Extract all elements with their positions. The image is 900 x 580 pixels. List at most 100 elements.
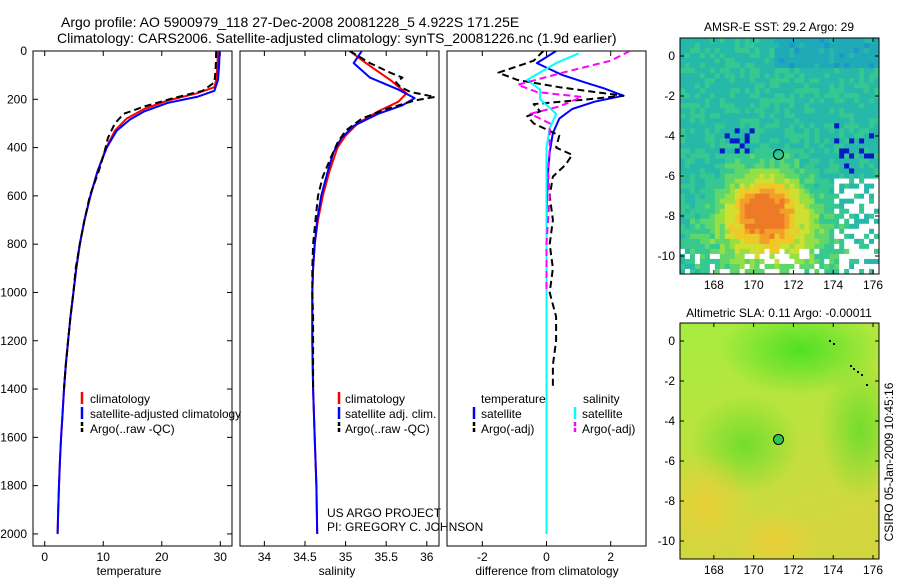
sst-cell [834,143,840,149]
sst-cell [814,58,820,64]
sst-cell [814,163,820,169]
sst-cell [680,268,686,274]
sst-cell [694,248,701,255]
sst-cell [709,98,716,104]
sst-cell [789,203,795,210]
sst-cell [819,103,825,109]
sst-cell [874,153,879,159]
sst-cell [749,58,755,64]
sst-cell [809,108,815,114]
sst-cell [859,243,865,250]
sst-cell [689,118,696,124]
sst-cell [769,208,775,215]
sst-cell [849,183,855,189]
sst-cell [689,188,696,194]
sst-cell [829,48,835,54]
sst-cell [729,253,736,260]
sst-cell [804,113,810,119]
sst-cell [774,183,780,189]
sst-cell [744,253,750,260]
sst-cell [754,213,760,220]
sst-cell [689,88,696,94]
sst-cell [869,68,875,74]
sst-cell [789,163,795,169]
sst-cell [734,228,740,235]
sst-cell [859,163,865,169]
sst-cell [744,78,750,84]
sst-cell [804,218,810,225]
sst-cell [864,258,870,265]
sst-cell [714,253,721,260]
sst-cell [794,253,800,260]
sst-cell [754,168,760,174]
sst-cell [734,163,740,169]
sst-cell [844,118,850,124]
sst-cell [784,118,790,124]
sst-cell [869,198,875,204]
sst-cell [729,43,736,49]
sst-cell [874,218,879,225]
sst-cell [779,38,785,44]
sst-cell [754,98,760,104]
sst-cell [809,53,815,59]
sst-cell [799,73,805,79]
sst-cell [829,83,835,89]
sst-cell [784,58,790,64]
sst-cell [744,198,750,204]
sst-cell [689,63,696,69]
sst-cell [809,138,815,144]
sst-cell [854,53,860,59]
coast-dot [857,371,859,373]
sst-cell [824,138,830,144]
sst-cell [859,118,865,124]
sst-cell [809,183,815,189]
sst-cell [814,213,820,220]
sst-cell [869,223,875,230]
sst-cell [794,98,800,104]
sst-cell [759,53,765,59]
sst-cell [834,63,840,69]
sst-cell [749,188,755,194]
sst-cell [824,223,830,230]
sst-cell [680,103,686,109]
sst-cell [834,48,840,54]
sst-cell [734,108,740,114]
sst-cell [844,58,850,64]
sst-cell [684,243,691,250]
sst-cell [709,83,716,89]
sst-cell [680,38,686,44]
sst-cell [809,148,815,154]
sst-cell [794,103,800,109]
sst-cell [834,198,840,204]
sst-cell [799,188,805,194]
sst-cell [699,38,706,44]
sst-cell [814,223,820,230]
sst-cell [704,73,711,79]
sst-cell [734,268,740,274]
sst-cell [844,83,850,89]
sst-cell [779,208,785,215]
sst-cell [694,143,701,149]
sst-cell [844,108,850,114]
sst-cell [769,168,775,174]
sst-cell [774,243,780,250]
sst-cell [779,43,785,49]
sst-cell [804,168,810,174]
sst-cell [764,58,770,64]
sst-cell [849,123,855,129]
sst-cell [864,188,870,194]
sst-cell [744,43,750,49]
sst-cell [719,218,726,225]
sst-cell [704,148,711,154]
sst-cell [819,133,825,139]
sst-cell [744,73,750,79]
sst-cell [799,123,805,129]
sst-cell [734,168,740,174]
sst-cell [789,98,795,104]
sla-yellow-patch [730,510,820,559]
sst-cell [759,183,765,189]
sst-cell [769,248,775,255]
sst-cell [680,153,686,159]
sst-cell [714,103,721,109]
sst-cell [744,178,750,184]
